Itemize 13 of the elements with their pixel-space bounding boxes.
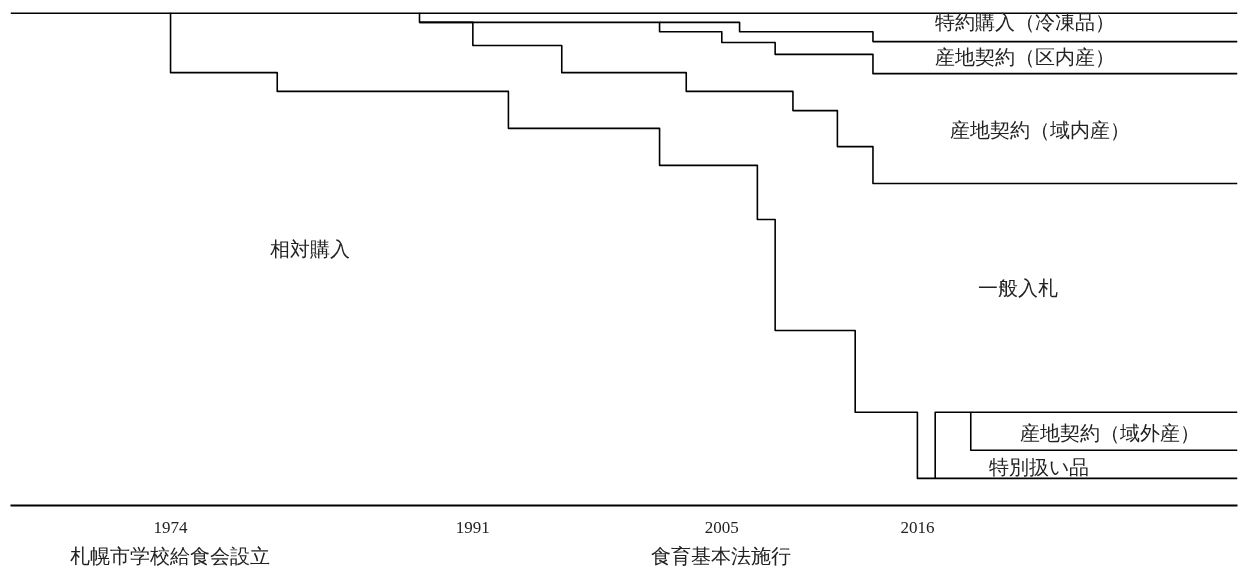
annotation: 相対購入 xyxy=(269,236,350,261)
annotation: 産地契約（区内産） xyxy=(935,45,1116,70)
annotation: 一般入札 xyxy=(977,275,1058,300)
annotation: 産地契約（域外産） xyxy=(1019,420,1200,445)
x-tick-label: 1991 xyxy=(455,517,490,537)
text: 札幌市学校給食会設立 xyxy=(70,543,270,570)
annotation: 産地契約（域内産） xyxy=(949,118,1130,143)
annotation: 特約購入（冷凍品） xyxy=(935,10,1116,35)
x-tick-label: 1974 xyxy=(153,517,189,537)
text: 食育基本法施行 xyxy=(651,543,791,570)
x-tick-label: 2016 xyxy=(900,517,935,537)
annotation: 特別扱い品 xyxy=(988,454,1089,479)
x-tick-label: 2005 xyxy=(704,517,739,537)
